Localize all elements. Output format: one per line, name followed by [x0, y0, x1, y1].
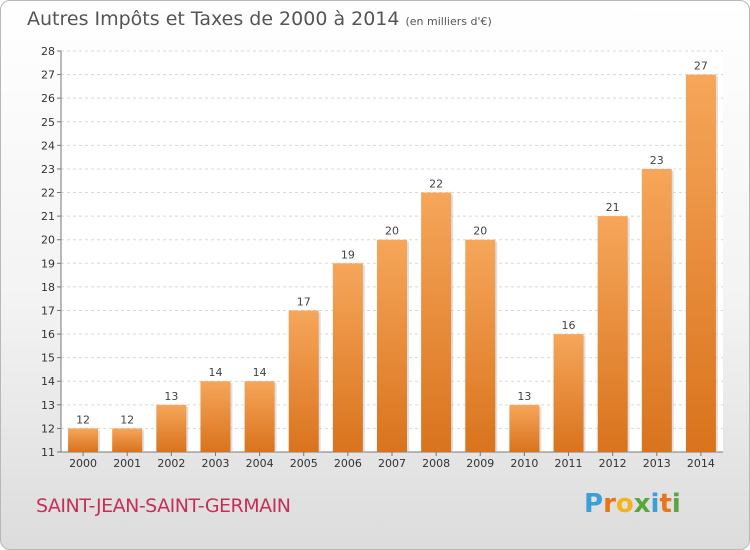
- x-tick-label: 2010: [510, 457, 538, 470]
- bar-value-label: 13: [164, 390, 178, 403]
- x-tick-label: 2013: [643, 457, 671, 470]
- bar-value-label: 20: [385, 225, 399, 238]
- y-tick-label: 28: [41, 45, 55, 58]
- bar: [200, 381, 231, 452]
- y-tick-label: 25: [41, 116, 55, 129]
- x-tick-label: 2011: [555, 457, 583, 470]
- bar: [156, 404, 187, 452]
- logo-letter: i: [650, 489, 660, 519]
- y-tick-label: 13: [41, 399, 55, 412]
- x-tick-label: 2007: [378, 457, 406, 470]
- chart-subtitle: (en milliers d'€): [405, 15, 492, 28]
- x-tick-label: 2012: [599, 457, 627, 470]
- y-tick-label: 24: [41, 139, 55, 152]
- proxiti-logo[interactable]: Proxiti: [584, 489, 681, 519]
- x-tick-label: 2008: [422, 457, 450, 470]
- logo-letter: i: [671, 489, 681, 519]
- bar: [68, 428, 99, 452]
- x-tick-label: 2004: [246, 457, 274, 470]
- x-tick-label: 2003: [201, 457, 229, 470]
- y-tick-label: 18: [41, 281, 55, 294]
- y-tick-label: 12: [41, 422, 55, 435]
- bar: [685, 74, 716, 453]
- y-tick-label: 14: [41, 375, 55, 388]
- bar-value-label: 12: [76, 413, 90, 426]
- bar: [553, 334, 584, 452]
- x-tick-label: 2002: [157, 457, 185, 470]
- bar-value-label: 14: [208, 366, 222, 379]
- bar: [332, 263, 363, 452]
- logo-letter: r: [603, 489, 616, 519]
- bar: [509, 404, 540, 452]
- bar: [288, 310, 319, 452]
- x-tick-label: 2009: [466, 457, 494, 470]
- bar-value-label: 21: [606, 201, 620, 214]
- y-tick-label: 17: [41, 304, 55, 317]
- bar: [641, 168, 672, 453]
- x-tick-label: 2014: [687, 457, 715, 470]
- chart-title: Autres Impôts et Taxes de 2000 à 2014: [27, 8, 400, 30]
- y-tick-label: 20: [41, 234, 55, 247]
- x-tick-label: 2005: [290, 457, 318, 470]
- bar-value-label: 22: [429, 178, 443, 191]
- bar-value-label: 27: [694, 60, 708, 73]
- logo-letter: x: [633, 489, 651, 519]
- y-tick-label: 26: [41, 92, 55, 105]
- chart-header: Autres Impôts et Taxes de 2000 à 2014 (en…: [27, 8, 492, 30]
- logo-letter: o: [615, 489, 634, 519]
- y-tick-label: 11: [41, 446, 55, 459]
- bar: [112, 428, 143, 452]
- bar-value-label: 13: [517, 390, 531, 403]
- y-tick-label: 15: [41, 352, 55, 365]
- bar: [376, 239, 408, 452]
- bar-value-label: 14: [253, 366, 267, 379]
- bar: [465, 239, 496, 452]
- commune-name: SAINT-JEAN-SAINT-GERMAIN: [36, 495, 291, 517]
- y-tick-label: 27: [41, 69, 55, 82]
- bar-value-label: 16: [562, 319, 576, 332]
- logo-letter: t: [659, 489, 672, 519]
- x-tick-label: 2001: [113, 457, 141, 470]
- bar-value-label: 19: [341, 248, 355, 261]
- x-tick-label: 2006: [334, 457, 362, 470]
- bar-value-label: 23: [650, 154, 664, 167]
- bar-value-label: 17: [297, 295, 311, 308]
- y-tick-label: 19: [41, 257, 55, 270]
- bar-value-label: 12: [120, 413, 134, 426]
- y-tick-label: 23: [41, 163, 55, 176]
- logo-letter: P: [584, 489, 604, 519]
- y-tick-label: 22: [41, 187, 55, 200]
- bar-value-label: 20: [473, 225, 487, 238]
- y-tick-label: 21: [41, 210, 55, 223]
- x-tick-label: 2000: [69, 457, 97, 470]
- y-tick-label: 16: [41, 328, 55, 341]
- bar: [421, 192, 452, 452]
- bar: [597, 216, 628, 452]
- bar: [244, 381, 275, 452]
